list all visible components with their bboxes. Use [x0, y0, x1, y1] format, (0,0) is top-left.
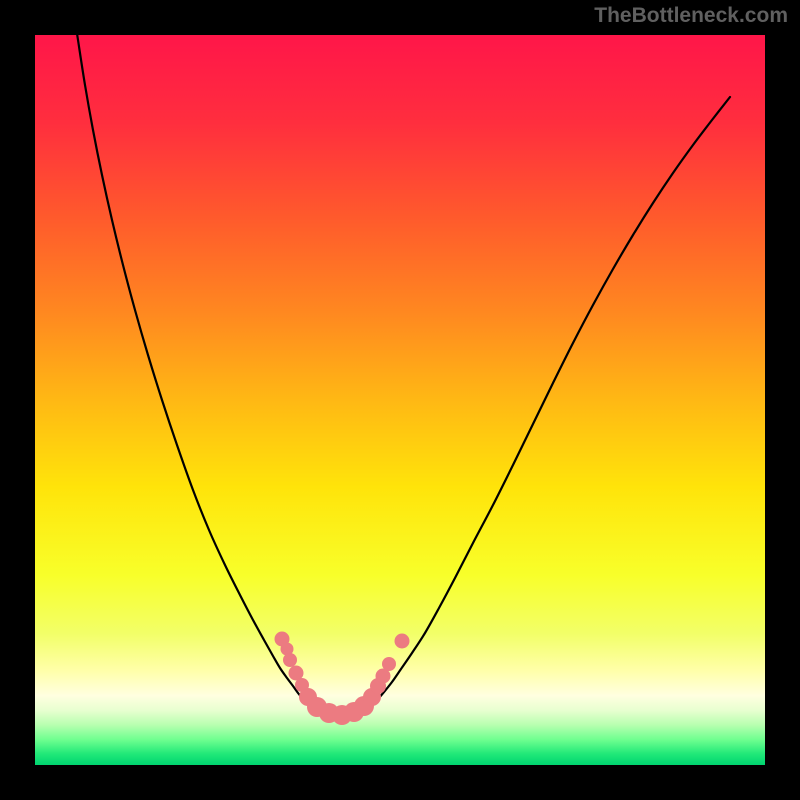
bottleneck-curve-chart [35, 35, 765, 765]
data-markers [275, 632, 410, 726]
data-marker [395, 634, 410, 649]
left-curve-line [72, 35, 315, 710]
data-marker [283, 653, 297, 667]
watermark-text: TheBottleneck.com [594, 4, 788, 28]
plot-area [35, 35, 765, 765]
right-curve-line [361, 97, 730, 711]
data-marker [382, 657, 396, 671]
